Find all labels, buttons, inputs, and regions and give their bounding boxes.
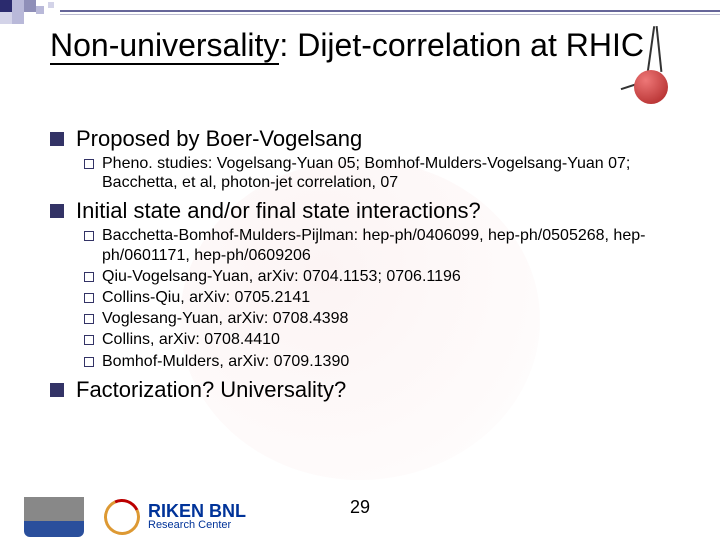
- bullet-l1: Initial state and/or final state interac…: [50, 198, 670, 224]
- berkeley-lab-logo: [24, 497, 84, 537]
- square-bullet-icon: [50, 132, 64, 146]
- swirl-icon: [99, 494, 145, 540]
- hollow-square-bullet-icon: [84, 335, 94, 345]
- bullet-l2-text: Bomhof-Mulders, arXiv: 0709.1390: [102, 352, 349, 371]
- hollow-square-bullet-icon: [84, 357, 94, 367]
- bullet-l1-text: Proposed by Boer-Vogelsang: [76, 126, 362, 152]
- bullet-l2: Bomhof-Mulders, arXiv: 0709.1390: [84, 352, 670, 371]
- hollow-square-bullet-icon: [84, 314, 94, 324]
- bullet-l2: Pheno. studies: Vogelsang-Yuan 05; Bomho…: [84, 154, 670, 192]
- bullet-l2-text: Bacchetta-Bomhof-Mulders-Pijlman: hep-ph…: [102, 226, 670, 264]
- slide-title: Non-universality: Dijet-correlation at R…: [50, 28, 650, 63]
- bullet-l2: Bacchetta-Bomhof-Mulders-Pijlman: hep-ph…: [84, 226, 670, 264]
- bullet-l2: Qiu-Vogelsang-Yuan, arXiv: 0704.1153; 07…: [84, 267, 670, 286]
- bullet-l2: Collins-Qiu, arXiv: 0705.2141: [84, 288, 670, 307]
- bullet-l2: Voglesang-Yuan, arXiv: 0708.4398: [84, 309, 670, 328]
- bullet-l1-text: Factorization? Universality?: [76, 377, 346, 403]
- bullet-l2-text: Collins, arXiv: 0708.4410: [102, 330, 280, 349]
- bullet-l2-text: Pheno. studies: Vogelsang-Yuan 05; Bomho…: [102, 154, 670, 192]
- hollow-square-bullet-icon: [84, 293, 94, 303]
- title-underlined: Non-universality: [50, 27, 279, 65]
- bullet-l2-text: Qiu-Vogelsang-Yuan, arXiv: 0704.1153; 07…: [102, 267, 461, 286]
- hollow-square-bullet-icon: [84, 159, 94, 169]
- riken-line1: RIKEN BNL: [148, 503, 246, 519]
- riken-bnl-logo: RIKEN BNL Research Center: [104, 499, 246, 535]
- square-bullet-icon: [50, 204, 64, 218]
- bullet-l1-text: Initial state and/or final state interac…: [76, 198, 481, 224]
- hollow-square-bullet-icon: [84, 272, 94, 282]
- bullet-l1: Proposed by Boer-Vogelsang: [50, 126, 670, 152]
- bullet-l2-text: Collins-Qiu, arXiv: 0705.2141: [102, 288, 310, 307]
- slide-title-block: Non-universality: Dijet-correlation at R…: [50, 28, 650, 63]
- square-bullet-icon: [50, 383, 64, 397]
- slide-content: Proposed by Boer-VogelsangPheno. studies…: [50, 120, 670, 403]
- bullet-l1: Factorization? Universality?: [50, 377, 670, 403]
- hollow-square-bullet-icon: [84, 231, 94, 241]
- bullet-l2: Collins, arXiv: 0708.4410: [84, 330, 670, 349]
- header-decoration: [0, 0, 720, 24]
- bullet-l2-text: Voglesang-Yuan, arXiv: 0708.4398: [102, 309, 348, 328]
- title-rest: : Dijet-correlation at RHIC: [279, 27, 644, 63]
- footer: RIKEN BNL Research Center: [0, 494, 720, 540]
